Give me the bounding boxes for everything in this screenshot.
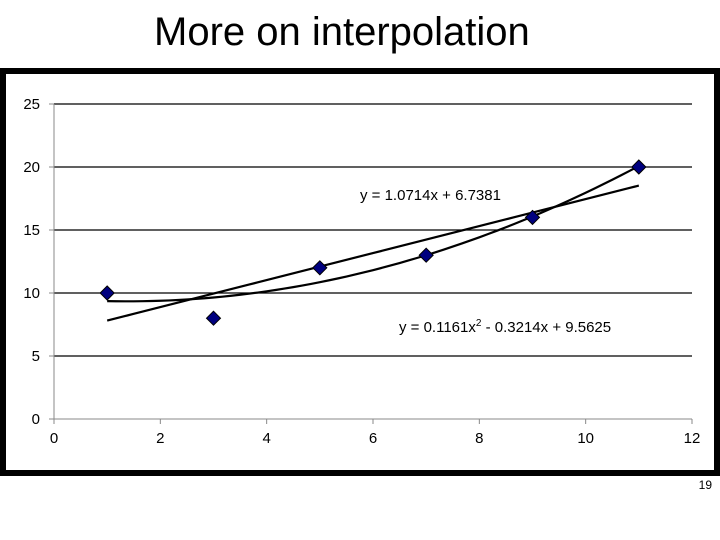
x-tick-label: 12 — [684, 430, 701, 447]
y-tick-label: 0 — [32, 411, 40, 428]
x-tick-label: 10 — [577, 430, 594, 447]
chart-frame: 0 5 10 15 20 25 0 2 4 6 8 10 12 y = 1.0714x + 6.7381… — [0, 68, 720, 476]
data-point — [99, 285, 115, 301]
axis-layer: 0 5 10 15 20 25 0 2 4 6 8 10 12 — [23, 96, 700, 447]
x-tick-label: 6 — [369, 430, 377, 447]
x-tick-label: 0 — [50, 430, 58, 447]
data-point — [205, 310, 222, 326]
point-layer — [99, 159, 647, 326]
page-number: 19 — [698, 478, 712, 492]
x-tick-label: 4 — [262, 430, 270, 447]
data-point — [631, 159, 647, 175]
y-tick-label: 10 — [23, 285, 40, 302]
data-point — [418, 247, 434, 263]
data-point — [312, 260, 328, 276]
data-point — [524, 209, 541, 226]
y-tick-label: 5 — [32, 348, 40, 365]
quadratic-equation-main: y = 0.1161x — [399, 319, 476, 336]
y-tick-label: 25 — [23, 96, 40, 113]
slide-title: More on interpolation — [154, 10, 530, 54]
quadratic-equation-exponent: 2 — [476, 318, 482, 329]
quadratic-trendline-equation: y = 0.1161x2 - 0.3214x + 9.5625 — [399, 318, 611, 336]
scatter-chart: 0 5 10 15 20 25 0 2 4 6 8 10 12 y = 1.0714x + 6.7381… — [23, 96, 700, 447]
x-tick-label: 8 — [475, 430, 483, 447]
y-tick-label: 15 — [23, 222, 40, 239]
trendline-layer — [106, 165, 640, 322]
y-tick-label: 20 — [23, 159, 40, 176]
linear-trendline-equation: y = 1.0714x + 6.7381 — [360, 187, 501, 204]
quadratic-trendline — [107, 165, 640, 303]
quadratic-equation-rest: - 0.3214x + 9.5625 — [481, 319, 611, 336]
x-tick-label: 2 — [156, 430, 164, 447]
grid-layer — [54, 103, 692, 357]
